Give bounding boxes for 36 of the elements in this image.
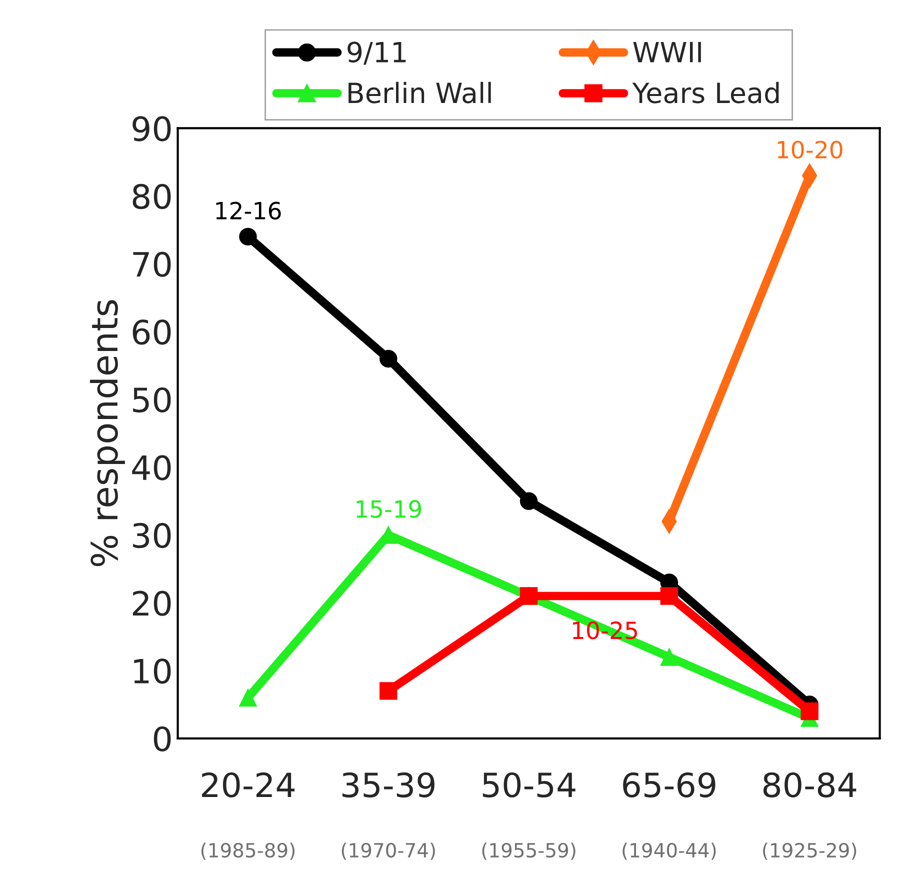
legend-label: Years Lead [632,82,779,104]
point [800,702,818,720]
point [660,648,678,666]
legend-label: 9/11 [348,42,406,65]
y-tick-label: 40 [132,455,171,480]
legend-label: Berlin Wall [348,82,491,104]
annotation: 10-20 [778,140,842,159]
y-tick-label: 70 [133,252,171,277]
point [520,492,538,510]
x-tick-label: 50-54 [482,772,576,798]
y-tick-label: 80 [132,184,171,210]
x-tick-label: 35-39 [342,772,434,798]
y-axis-title: % respondents [90,300,125,566]
y-tick-label: 20 [132,590,171,616]
y-tick-label: 10 [134,658,171,684]
text: (1970-74) [342,842,435,860]
annotation: 12-16 [216,202,281,220]
text: (1940-44) [622,842,716,860]
point [380,350,398,368]
point [239,688,257,707]
text: (1985-89) [201,842,295,860]
y-tick-label: 60 [132,320,171,345]
x-tick-label: 20-24 [202,772,295,798]
x-tick-label: 65-69 [623,772,716,798]
annotation: 15-19 [356,500,422,518]
point [239,228,257,246]
text: (1955-59) [482,842,576,860]
text: (1925-29) [763,842,856,860]
y-tick-label: 0 [154,726,171,752]
y-tick-label: 90 [132,116,171,142]
y-tick-label: 30 [133,522,171,548]
x-tick-label: 80-84 [763,772,856,798]
legend-label: WWII [633,42,701,62]
y-tick-label: 50 [133,387,171,413]
point [660,587,678,605]
point [380,682,398,700]
